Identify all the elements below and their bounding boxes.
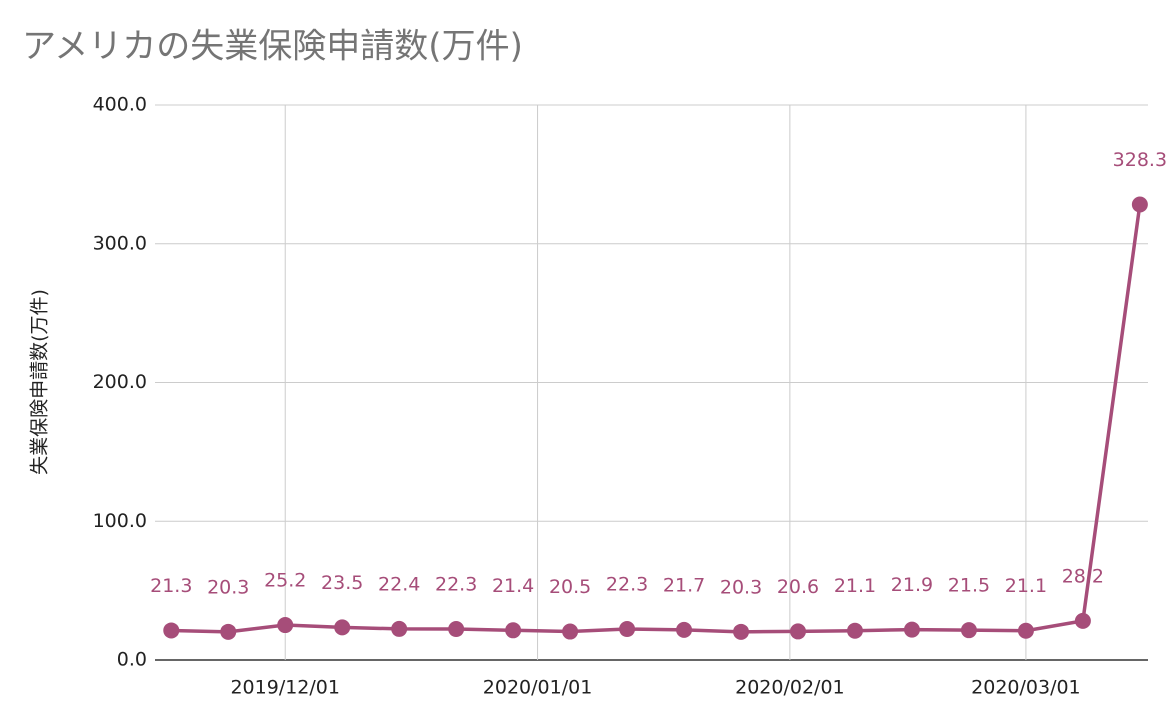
point — [846, 622, 863, 639]
data-label: 21.7 — [663, 574, 705, 596]
chart-title: アメリカの失業保険申請数(万件) — [22, 27, 523, 67]
point — [790, 623, 807, 640]
x-tick-label: 2020/02/01 — [735, 677, 845, 699]
y-tick-label: 300.0 — [93, 232, 147, 254]
data-label: 28.2 — [1062, 565, 1104, 587]
data-label: 23.5 — [321, 572, 363, 594]
data-label: 21.5 — [948, 575, 990, 597]
y-tick-label: 100.0 — [93, 510, 147, 532]
data-label: 22.3 — [435, 574, 477, 596]
data-label: 20.3 — [207, 576, 249, 598]
y-tick-label: 0.0 — [117, 649, 147, 671]
point — [1131, 196, 1148, 213]
data-label: 25.2 — [264, 570, 306, 592]
y-tick-label: 200.0 — [93, 371, 147, 393]
x-tick-label: 2020/03/01 — [971, 677, 1081, 699]
point — [277, 617, 294, 634]
data-label: 21.1 — [1005, 575, 1047, 597]
x-tick-label: 2019/12/01 — [230, 677, 340, 699]
point — [220, 623, 237, 640]
point — [391, 620, 408, 637]
point — [334, 619, 351, 636]
line — [171, 204, 1142, 634]
point — [960, 622, 977, 639]
data-label: 22.4 — [378, 573, 420, 595]
point — [676, 621, 693, 638]
data-label: 20.3 — [720, 576, 762, 598]
x-tick-label: 2020/01/01 — [483, 677, 593, 699]
data-label: 328.3 — [1113, 149, 1167, 171]
point — [1074, 612, 1091, 629]
data-label: 21.4 — [492, 575, 534, 597]
data-label: 21.3 — [150, 575, 192, 597]
point — [903, 621, 920, 638]
point — [619, 621, 636, 638]
data-label: 20.6 — [777, 576, 819, 598]
point — [505, 622, 522, 639]
point — [1017, 622, 1034, 639]
point — [733, 623, 750, 640]
point — [562, 623, 579, 640]
y-axis-label: 失業保険申請数(万件) — [29, 289, 51, 475]
data-label: 21.9 — [891, 574, 933, 596]
data-label: 20.5 — [549, 576, 591, 598]
y-tick-label: 400.0 — [93, 94, 147, 116]
data-label: 21.1 — [834, 575, 876, 597]
point — [448, 621, 465, 638]
data-label: 22.3 — [606, 574, 648, 596]
point — [163, 622, 180, 639]
